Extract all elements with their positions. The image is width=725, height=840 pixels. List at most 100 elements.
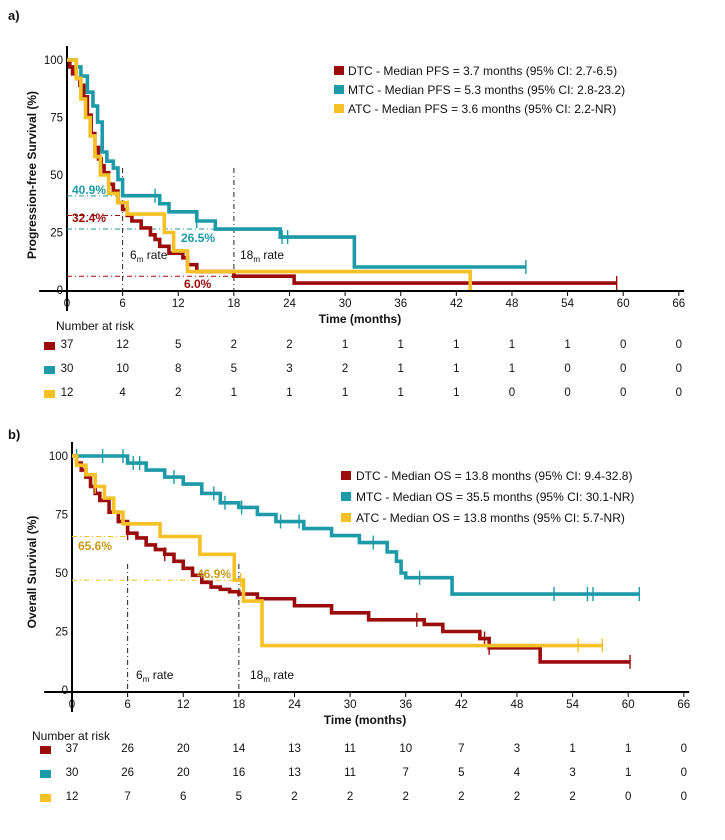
x-tick-label: 30 [344,699,357,711]
risk-count-atc: 0 [620,387,626,399]
legend-mtc-label: MTC - Median OS = 35.5 months (95% CI: 3… [356,490,634,504]
panel-a-axes: 0 6 12 18 24 30 36 42 48 54 60 66 0 25 50 75 100 [39,46,685,311]
risk-count-dtc: 1 [398,339,404,351]
y-tick-label: 100 [44,55,63,67]
risk-count-dtc: 2 [286,339,292,351]
panel-b-x-axis-label: Time (months) [324,713,406,727]
panel-b-6m-rate: 65.6% [78,539,112,553]
risk-swatch-mtc [44,366,55,374]
panel-a-mtc-6m-rate: 40.9% [72,183,106,197]
panel-a-x-axis-label: Time (months) [319,312,401,326]
panel-b-axes: 0 6 12 18 24 30 36 42 48 54 60 66 0 25 50 75 100 [44,442,690,712]
km-curve-mtc [72,454,640,596]
panel-b-legend: DTC - Median OS = 13.8 months (95% CI: 9… [341,469,634,525]
risk-count-mtc: 0 [681,767,687,779]
risk-count-dtc: 14 [232,743,245,755]
risk-count-dtc: 1 [569,743,575,755]
risk-count-dtc: 1 [453,339,459,351]
panel-a-mtc-18m-rate: 26.5% [181,231,215,245]
risk-count-dtc: 0 [681,743,687,755]
panel-b-curves [72,449,641,669]
risk-count-atc: 5 [236,791,242,803]
risk-count-dtc: 2 [231,339,237,351]
panel-b-y-axis-label: Overall Survival (%) [25,516,39,629]
risk-count-dtc: 37 [66,743,79,755]
legend-dtc-label: DTC - Median OS = 13.8 months (95% CI: 9… [356,469,632,483]
km-curve-mtc [67,58,526,269]
panel-b-18m-rate-label: 18m rate [250,668,294,684]
risk-count-mtc: 30 [61,363,74,375]
risk-count-mtc: 3 [286,363,292,375]
risk-count-mtc: 1 [398,363,404,375]
risk-swatch-mtc [40,770,51,778]
risk-count-dtc: 1 [342,339,348,351]
risk-count-mtc: 26 [121,767,134,779]
legend-mtc-label: MTC - Median PFS = 5.3 months (95% CI: 2… [348,83,625,97]
panel-b-label: b) [8,427,20,442]
risk-count-dtc: 5 [175,339,181,351]
risk-count-dtc: 1 [509,339,515,351]
y-tick-label: 100 [49,451,68,463]
risk-count-atc: 2 [175,387,181,399]
x-tick-label: 12 [177,699,190,711]
panel-b: b) Overall Survival (%) Time (months) 0 6… [8,427,690,803]
panel-a-label: a) [8,8,20,23]
x-tick-label: 60 [617,298,630,310]
risk-count-atc: 1 [231,387,237,399]
risk-count-mtc: 5 [231,363,237,375]
risk-count-atc: 2 [291,791,297,803]
panel-b-6m-rate-label: 6m rate [136,668,174,684]
panel-a-y-axis-label: Progression-free Survival (%) [25,91,39,259]
km-curve-dtc [72,454,631,664]
x-tick-label: 36 [394,298,407,310]
risk-count-mtc: 4 [514,767,521,779]
y-tick-label: 50 [55,568,68,580]
y-tick-label: 75 [55,510,68,522]
risk-count-dtc: 3 [514,743,520,755]
x-tick-label: 66 [677,699,690,711]
panel-a-risk-table: 37 12 5 2 2 1 1 1 1 1 0 030 10 8 5 3 2 1 1 1 0 0 012 4 2 1 1 1 1 1 0 0 0… [44,339,682,399]
legend-mtc-swatch [341,492,351,501]
x-tick-label: 18 [232,699,245,711]
x-tick-label: 42 [455,699,468,711]
risk-count-atc: 0 [509,387,515,399]
x-tick-label: 18 [227,298,240,310]
risk-count-mtc: 16 [232,767,245,779]
risk-count-dtc: 7 [458,743,464,755]
risk-count-atc: 12 [66,791,79,803]
risk-count-atc: 2 [347,791,353,803]
risk-count-dtc: 20 [177,743,190,755]
risk-count-mtc: 13 [288,767,301,779]
risk-swatch-dtc [40,746,51,754]
x-tick-label: 24 [288,699,301,711]
panel-b-risk-table: 37 26 20 14 13 11 10 7 3 1 1 030 26 20 16 13 11 7 5 4 3 1 012 7… [40,743,687,803]
y-tick-label: 50 [50,170,63,182]
risk-count-atc: 7 [124,791,130,803]
x-tick-label: 6 [119,298,125,310]
risk-count-mtc: 11 [344,767,356,779]
x-tick-label: 30 [339,298,352,310]
legend-dtc-label: DTC - Median PFS = 3.7 months (95% CI: 2… [348,64,617,78]
risk-count-mtc: 30 [66,767,79,779]
y-tick-label: 0 [62,685,68,697]
legend-dtc-swatch [341,471,351,480]
panel-b-18m-rate: 46.9% [197,567,231,581]
risk-count-atc: 1 [286,387,292,399]
risk-count-atc: 4 [119,387,126,399]
legend-atc-swatch [334,104,344,113]
risk-count-mtc: 0 [564,363,570,375]
x-tick-label: 66 [672,298,685,310]
risk-count-mtc: 1 [625,767,631,779]
risk-count-mtc: 3 [569,767,575,779]
x-tick-label: 48 [511,699,524,711]
risk-count-dtc: 26 [121,743,134,755]
risk-count-mtc: 1 [453,363,459,375]
risk-count-mtc: 0 [620,363,626,375]
risk-count-mtc: 10 [116,363,129,375]
x-tick-label: 54 [566,699,579,711]
risk-count-atc: 1 [398,387,404,399]
x-tick-label: 36 [399,699,412,711]
x-tick-label: 42 [450,298,463,310]
risk-swatch-dtc [44,342,55,350]
